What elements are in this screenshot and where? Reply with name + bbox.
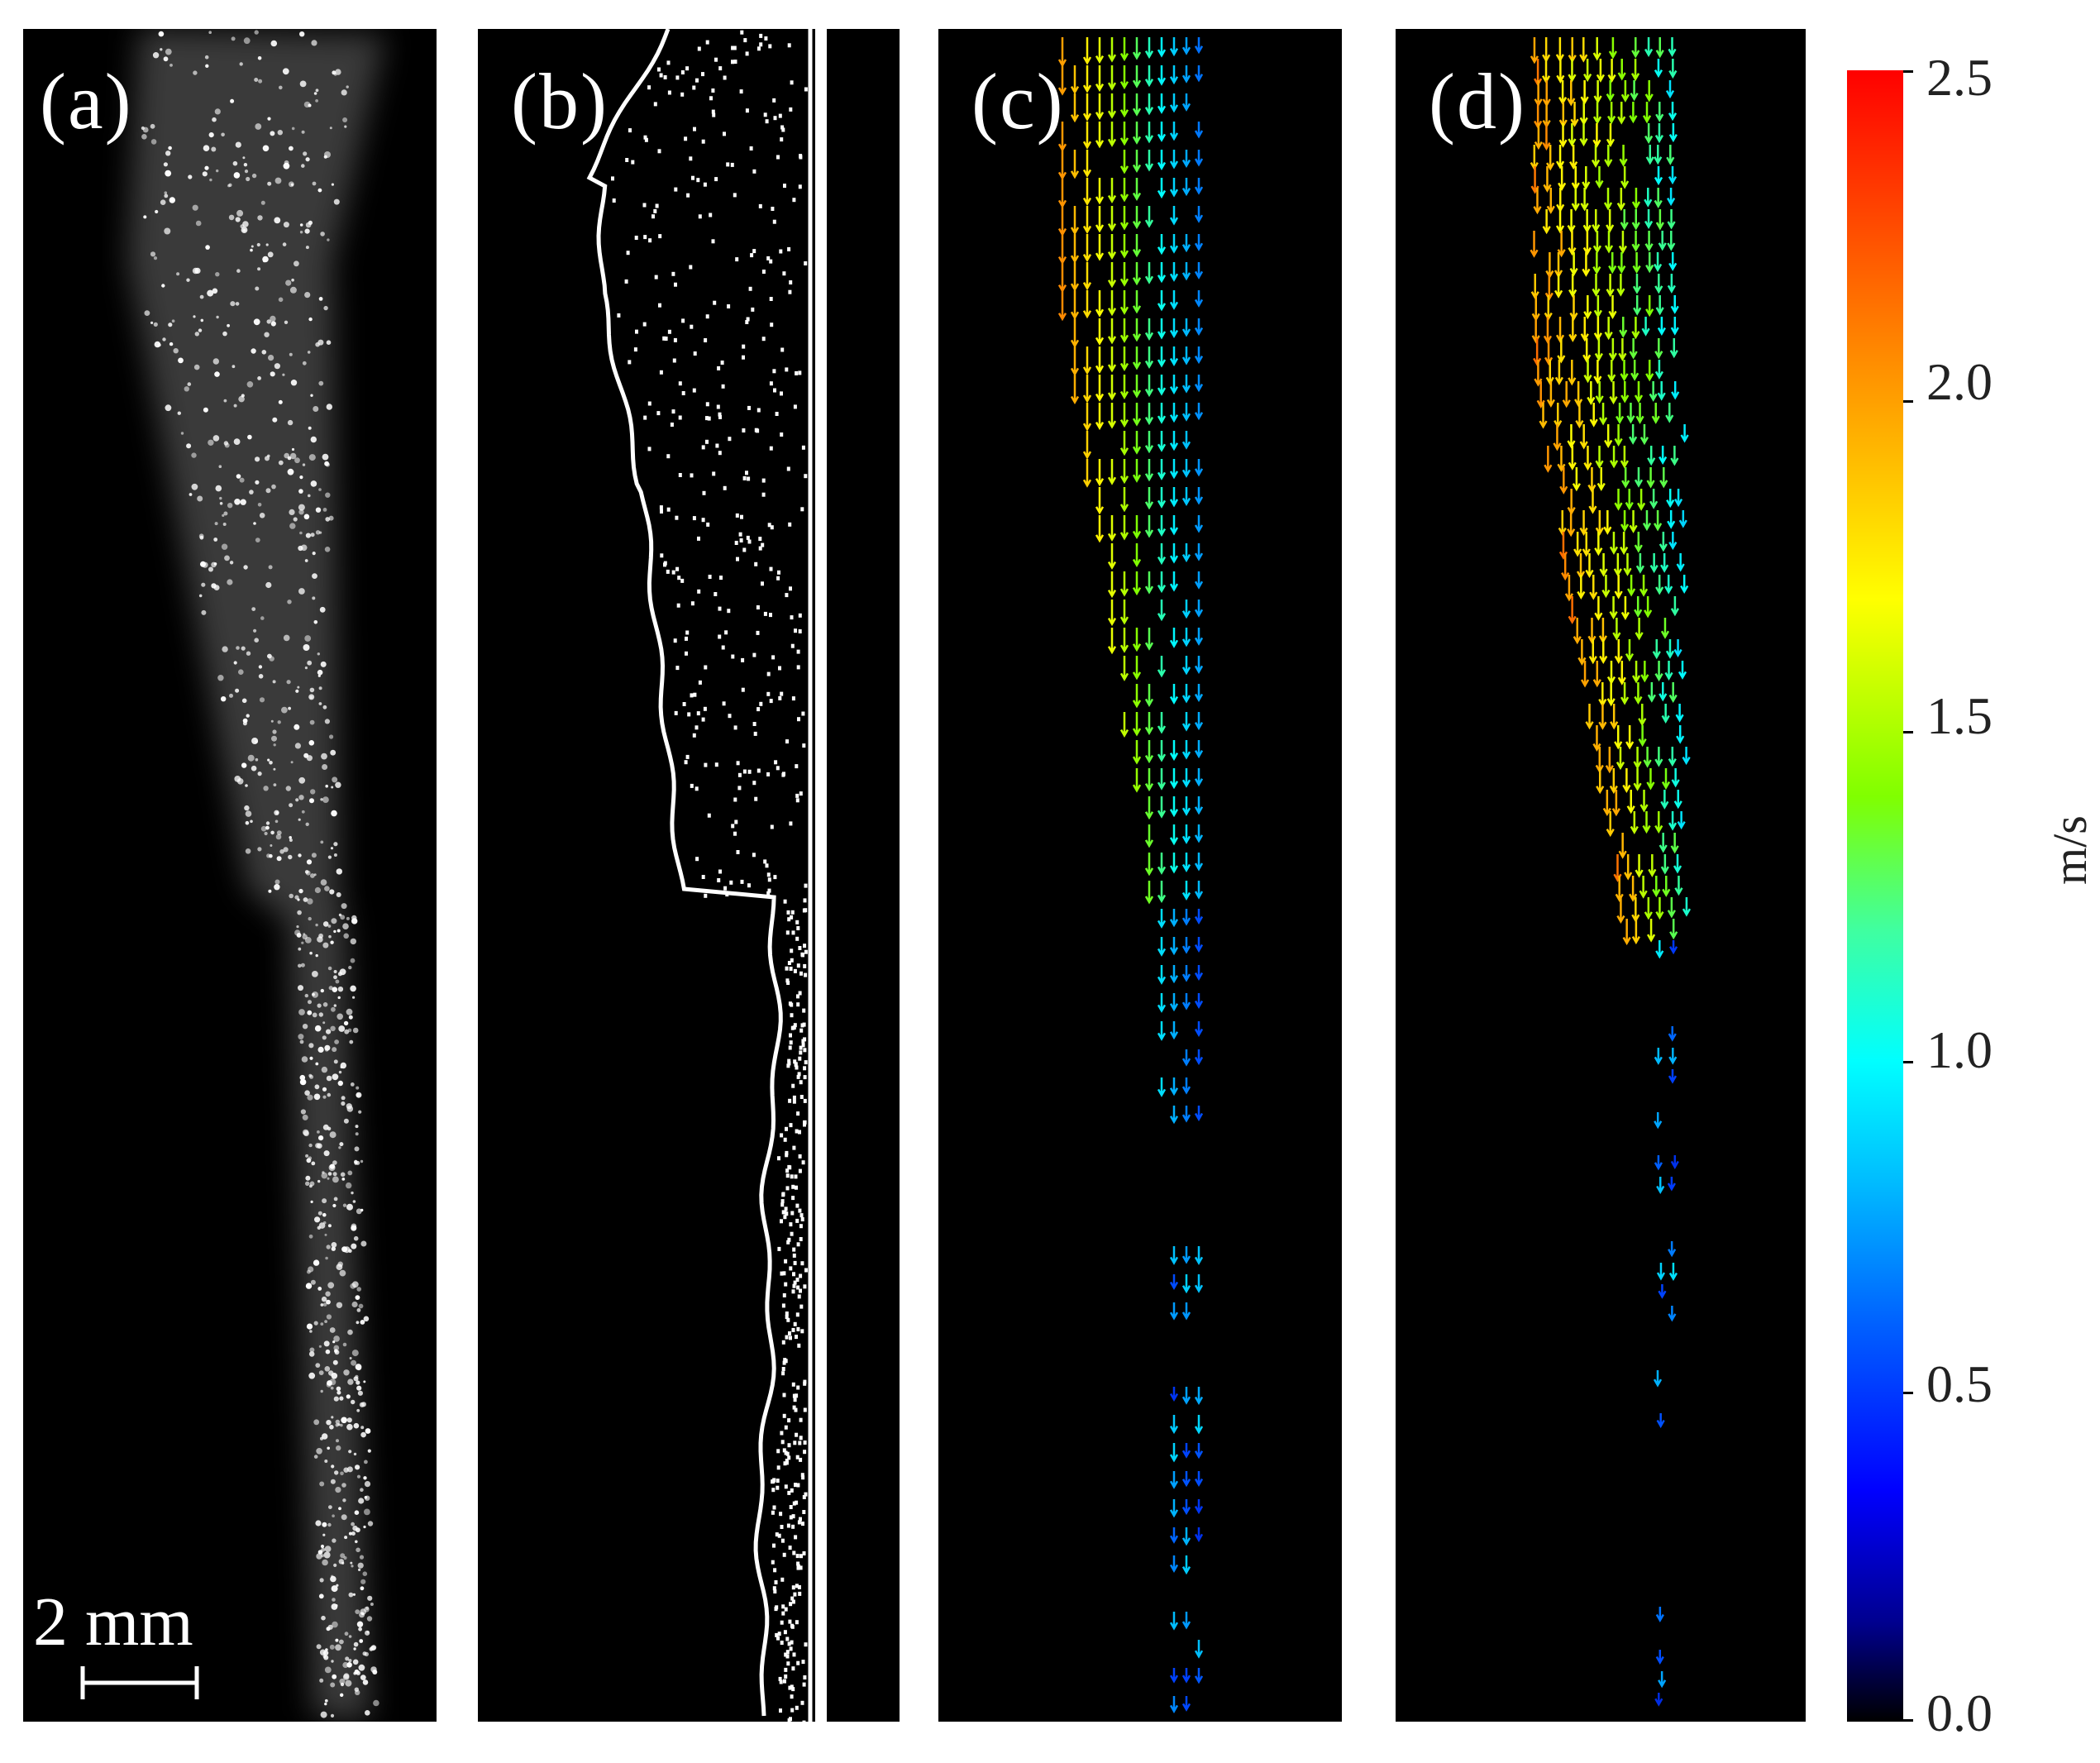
panel-c-label: (c) (971, 57, 1065, 146)
colorbar (1847, 70, 1903, 1722)
particle-image-a (127, 29, 386, 1722)
colorbar-tick (1903, 731, 1913, 733)
colorbar-tick-label: 2.0 (1926, 352, 1993, 411)
colorbar-tick (1903, 1392, 1913, 1394)
panel-a-label: (a) (40, 57, 133, 146)
colorbar-tick (1903, 1061, 1913, 1063)
velocity-vectors-c (1057, 37, 1204, 1713)
panel-d-label: (d) (1429, 57, 1526, 146)
interface-outline (586, 29, 813, 1722)
colorbar-unit-label: m/s (2043, 815, 2097, 885)
colorbar-tick (1903, 1719, 1913, 1722)
colorbar-tick (1903, 400, 1913, 403)
panel-a-raw-image: (a) 2 mm (23, 29, 437, 1722)
panel-c-velocity-field: (c) (938, 29, 1342, 1722)
panel-d-velocity-field: (d) (1396, 29, 1806, 1722)
colorbar-tick-label: 0.5 (1926, 1354, 1993, 1413)
colorbar-tick-label: 0.0 (1926, 1684, 1993, 1742)
scale-bar-label: 2 mm (33, 1584, 193, 1660)
colorbar-tick-label: 1.5 (1926, 686, 1993, 745)
panel-b-label: (b) (511, 57, 609, 146)
colorbar-tick-label: 2.5 (1926, 48, 1993, 107)
colorbar-tick (1903, 70, 1913, 73)
velocity-vectors-d (1530, 37, 1692, 1707)
panel-b-binary-image: (b) (478, 29, 815, 1722)
colorbar-tick-label: 1.0 (1926, 1020, 1993, 1079)
panel-b-side-strip (827, 29, 900, 1722)
